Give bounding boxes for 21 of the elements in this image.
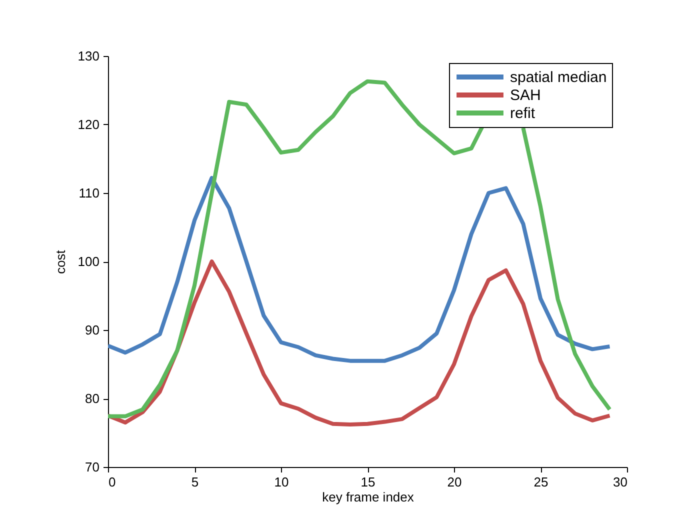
legend-label: SAH (510, 87, 541, 104)
y-tick-label: 70 (85, 460, 100, 474)
line-series (108, 176, 612, 363)
x-tick-label: 0 (108, 474, 116, 490)
line-series (108, 260, 612, 427)
y-tick-label: 110 (78, 186, 100, 200)
y-tick-label: 100 (78, 254, 100, 269)
x-axis-title: key frame index (322, 490, 414, 504)
y-tick-label: 90 (85, 322, 100, 338)
x-tick-label: 15 (360, 474, 376, 490)
legend-label: spatial median (510, 69, 607, 86)
x-tick-label: 10 (274, 474, 289, 490)
y-axis-title: cost (52, 250, 68, 274)
legend-label: refit (510, 105, 536, 122)
y-tick-label: 80 (85, 391, 100, 406)
y-tick-label: 130 (78, 48, 100, 64)
y-tick-label: 120 (78, 117, 100, 132)
x-tick-label: 20 (447, 474, 462, 490)
x-tick-label: 30 (613, 474, 628, 490)
x-tick-label: 5 (191, 474, 199, 490)
x-tick-label: 25 (534, 474, 548, 490)
